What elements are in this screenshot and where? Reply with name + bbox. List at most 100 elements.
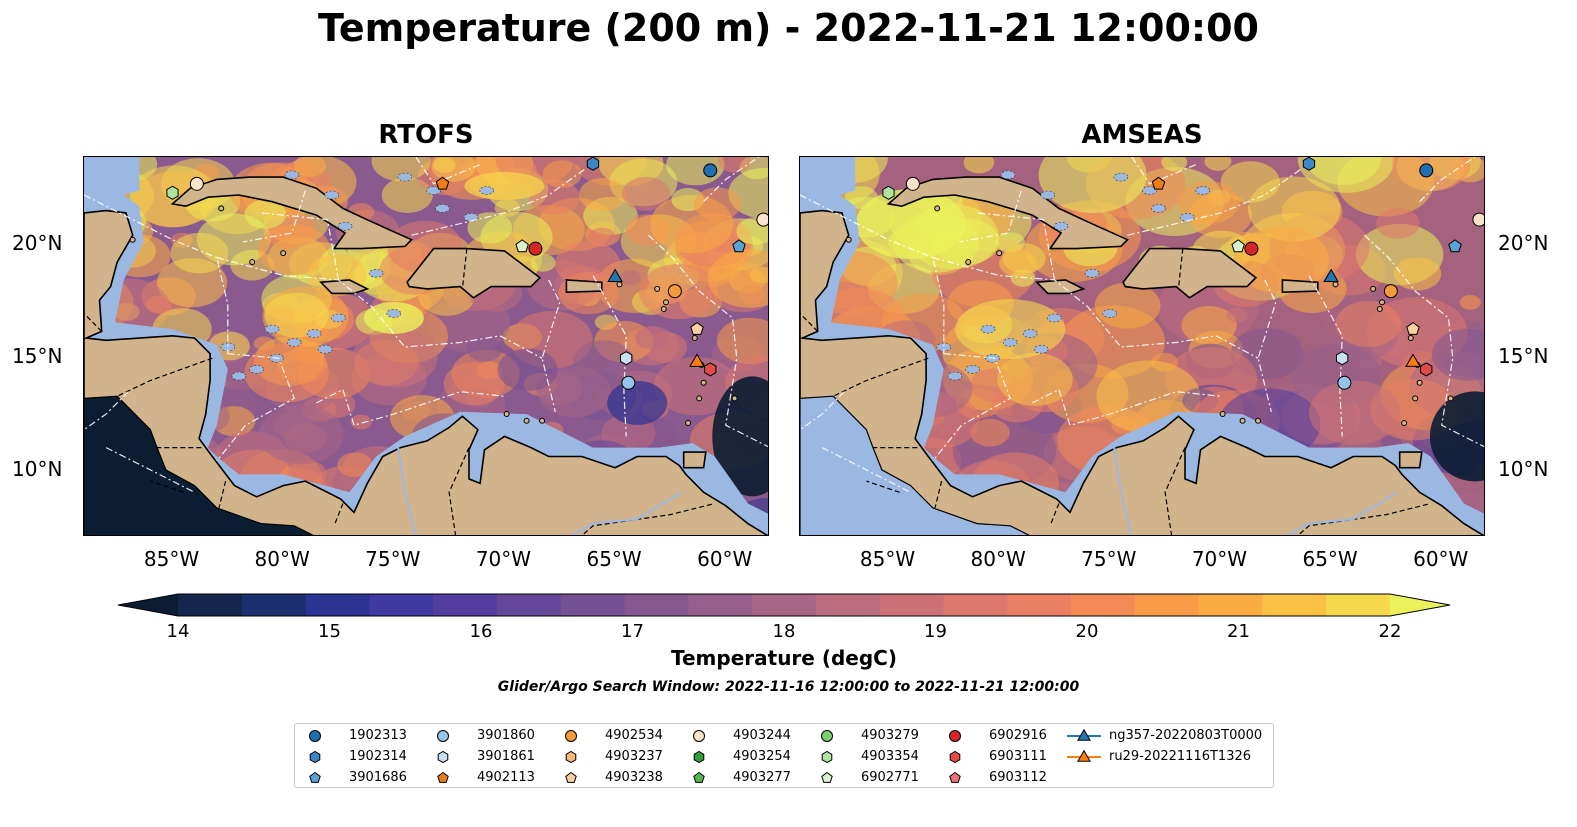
hexagon-marker <box>949 750 961 764</box>
pentagon-marker <box>690 321 704 335</box>
pentagon-marker <box>515 239 529 253</box>
circle-marker <box>703 163 718 178</box>
lon-tick-label: 60°W <box>1413 547 1469 571</box>
triangle-marker <box>1077 749 1091 762</box>
hexagon-marker <box>620 351 633 366</box>
hexagon-marker <box>565 750 577 764</box>
lon-tick-label: 65°W <box>586 547 642 571</box>
legend-label: ru29-20221116T1326 <box>1109 749 1252 764</box>
circle-marker <box>565 730 577 742</box>
colorbar <box>117 593 1451 617</box>
legend-label: 6902916 <box>989 728 1047 743</box>
circle-marker <box>667 284 682 299</box>
circle-marker <box>1472 212 1484 227</box>
circle-marker <box>189 176 204 191</box>
pentagon-marker <box>437 771 449 783</box>
legend-label: ng357-20220803T0000 <box>1109 728 1263 743</box>
pentagon-marker <box>1448 239 1462 253</box>
colorbar-tick-label: 17 <box>621 621 644 642</box>
legend-label: 4903237 <box>605 749 663 764</box>
circle-marker <box>1244 241 1259 256</box>
hexagon-marker <box>1420 362 1433 377</box>
lon-tick-label: 80°W <box>970 547 1026 571</box>
amseas-map[interactable] <box>799 156 1485 536</box>
lon-tick-label: 85°W <box>143 547 200 571</box>
pentagon-marker <box>435 176 450 190</box>
lat-tick-label: 10°N <box>12 457 63 481</box>
lon-tick-label: 75°W <box>1081 547 1137 571</box>
colorbar-tick-label: 21 <box>1227 621 1250 642</box>
hexagon-marker <box>704 362 717 377</box>
pentagon-marker <box>1151 176 1166 190</box>
legend-label: 4902113 <box>477 770 535 785</box>
colorbar-label: Temperature (degC) <box>671 646 897 670</box>
hexagon-marker <box>166 185 179 200</box>
search-window-note: Glider/Argo Search Window: 2022-11-16 12… <box>497 679 1080 695</box>
lon-tick-label: 70°W <box>475 547 532 571</box>
lon-tick-label: 80°W <box>254 547 310 571</box>
circle-marker <box>309 730 321 742</box>
legend-label: 1902314 <box>349 749 407 764</box>
legend-label: 4902534 <box>605 728 663 743</box>
legend-label: 4903244 <box>733 728 791 743</box>
hexagon-marker <box>882 185 895 200</box>
hexagon-marker <box>1336 351 1349 366</box>
circle-marker <box>949 730 961 742</box>
legend-label: 6903111 <box>989 749 1047 764</box>
circle-marker <box>1419 163 1434 178</box>
pentagon-marker <box>821 771 833 783</box>
triangle-marker <box>689 353 705 367</box>
lat-tick-label: 10°N <box>1498 457 1549 481</box>
hexagon-marker <box>586 157 600 171</box>
lon-tick-label: 65°W <box>1302 547 1358 571</box>
colorbar-tick-label: 20 <box>1075 621 1099 642</box>
panel-title-amseas: AMSEAS <box>1081 120 1203 150</box>
colorbar-tick-label: 19 <box>924 621 947 642</box>
circle-marker <box>621 375 636 390</box>
legend-label: 3901861 <box>477 749 535 764</box>
hexagon-marker <box>821 750 833 764</box>
legend-label: 6903112 <box>989 770 1047 785</box>
triangle-marker <box>1323 268 1339 282</box>
pentagon-marker <box>1406 321 1420 335</box>
lon-tick-label: 60°W <box>697 547 753 571</box>
legend-label: 1902313 <box>349 728 407 743</box>
colorbar-tick-label: 14 <box>166 621 190 642</box>
legend: 1902313 1902314 3901686 3901860 3901861 49021… <box>294 723 1274 788</box>
lon-tick-label: 85°W <box>859 547 916 571</box>
legend-label: 3901860 <box>477 728 535 743</box>
lon-tick-label: 70°W <box>1191 547 1248 571</box>
hexagon-marker <box>437 750 449 764</box>
circle-marker <box>905 176 920 191</box>
circle-marker <box>693 730 705 742</box>
lat-tick-label: 20°N <box>12 231 63 255</box>
lat-tick-label: 15°N <box>12 344 63 368</box>
legend-label: 6902771 <box>861 770 919 785</box>
pentagon-marker <box>565 771 577 783</box>
lat-tick-label: 15°N <box>1498 344 1549 368</box>
pentagon-marker <box>949 771 961 783</box>
hexagon-marker <box>309 750 321 764</box>
pentagon-marker <box>693 771 705 783</box>
circle-marker <box>437 730 449 742</box>
circle-marker <box>528 241 543 256</box>
lat-tick-label: 20°N <box>1498 231 1549 255</box>
figure-title: Temperature (200 m) - 2022-11-21 12:00:0… <box>317 6 1259 50</box>
triangle-marker <box>607 268 623 282</box>
legend-label: 4903354 <box>861 749 919 764</box>
pentagon-marker <box>1231 239 1245 253</box>
colorbar-tick-label: 15 <box>318 621 341 642</box>
pentagon-marker <box>309 771 321 783</box>
legend-label: 4903254 <box>733 749 791 764</box>
rtofs-map[interactable] <box>83 156 769 536</box>
legend-label: 3901686 <box>349 770 407 785</box>
circle-marker <box>821 730 833 742</box>
colorbar-tick-label: 22 <box>1378 621 1402 642</box>
hexagon-marker <box>693 750 705 764</box>
hexagon-marker <box>1302 157 1316 171</box>
legend-label: 4903238 <box>605 770 663 785</box>
colorbar-tick-label: 16 <box>469 621 493 642</box>
circle-marker <box>1337 375 1352 390</box>
lon-tick-label: 75°W <box>365 547 421 571</box>
pentagon-marker <box>732 239 746 253</box>
